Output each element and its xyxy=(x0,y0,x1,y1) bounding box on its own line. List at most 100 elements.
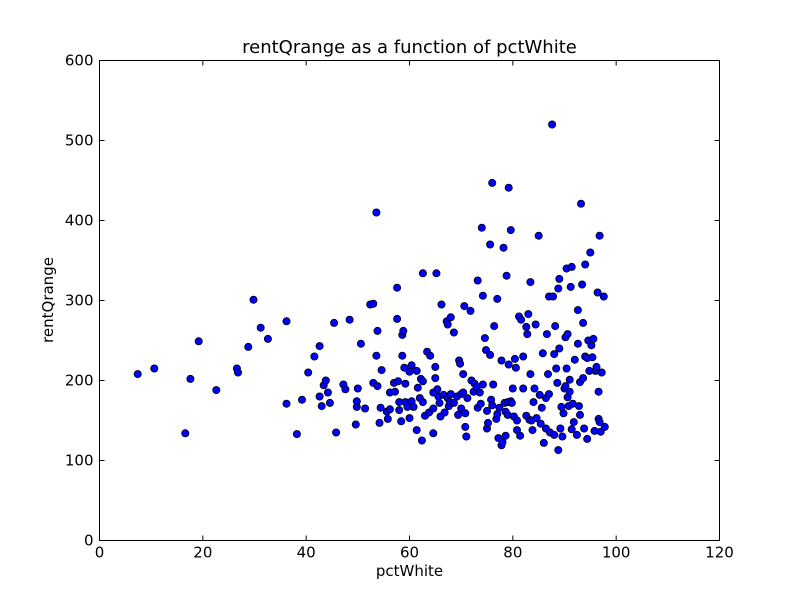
data-point xyxy=(393,283,402,292)
data-point xyxy=(499,243,508,252)
data-point xyxy=(399,326,408,335)
data-point xyxy=(459,370,468,379)
data-point xyxy=(372,208,381,217)
data-point xyxy=(483,418,492,427)
data-point xyxy=(431,374,440,383)
data-point xyxy=(282,317,291,326)
data-point xyxy=(332,428,341,437)
data-point xyxy=(524,310,533,319)
data-point xyxy=(373,326,382,335)
y-tick-label: 200 xyxy=(65,372,94,390)
data-point xyxy=(511,363,520,372)
data-point xyxy=(393,314,402,323)
data-point xyxy=(578,280,587,289)
data-point xyxy=(544,370,553,379)
data-point xyxy=(528,426,537,435)
data-point xyxy=(405,414,414,423)
data-point xyxy=(443,320,452,329)
data-point xyxy=(551,322,560,331)
data-point xyxy=(575,402,584,411)
data-point xyxy=(480,334,489,343)
data-point xyxy=(460,302,469,311)
data-point xyxy=(488,401,497,410)
x-tick-label: 60 xyxy=(400,544,419,562)
data-point xyxy=(580,424,589,433)
plot-frame xyxy=(99,60,720,541)
data-point xyxy=(369,299,378,308)
data-point xyxy=(593,288,602,297)
data-point xyxy=(477,223,486,232)
data-point xyxy=(516,431,525,440)
data-point xyxy=(555,274,564,283)
data-point xyxy=(432,269,441,278)
x-tick-label: 40 xyxy=(297,544,316,562)
data-point xyxy=(589,334,598,343)
x-tick-label: 80 xyxy=(503,544,522,562)
data-point xyxy=(321,376,330,385)
data-point xyxy=(395,406,404,415)
data-point xyxy=(573,306,582,315)
data-point xyxy=(526,278,535,287)
data-point xyxy=(377,366,386,375)
data-point xyxy=(567,425,576,434)
data-point xyxy=(351,420,360,429)
data-point xyxy=(493,294,502,303)
data-point xyxy=(383,414,392,423)
data-point xyxy=(570,355,579,364)
x-axis-label: pctWhite xyxy=(376,562,443,580)
data-point xyxy=(194,337,203,346)
data-point xyxy=(352,397,361,406)
data-point xyxy=(497,356,506,365)
data-point xyxy=(463,394,472,403)
data-point xyxy=(550,430,559,439)
data-point xyxy=(579,318,588,327)
x-tick-label: 20 xyxy=(193,544,212,562)
data-point xyxy=(462,432,471,441)
data-point xyxy=(486,240,495,249)
data-point xyxy=(542,330,551,339)
data-point xyxy=(412,426,421,435)
data-point xyxy=(576,410,585,419)
data-point xyxy=(375,418,384,427)
data-point xyxy=(437,300,446,309)
data-point xyxy=(330,318,339,327)
data-point xyxy=(577,199,586,208)
data-point xyxy=(478,291,487,300)
data-point xyxy=(249,295,258,304)
axis-ticks xyxy=(99,60,720,541)
data-point xyxy=(565,375,574,384)
data-point xyxy=(519,352,528,361)
data-point xyxy=(531,320,540,329)
data-point xyxy=(530,384,539,393)
data-point xyxy=(431,362,440,371)
data-point xyxy=(536,419,545,428)
data-point xyxy=(600,422,609,431)
data-point xyxy=(532,414,541,423)
data-point xyxy=(461,422,470,431)
data-point xyxy=(561,382,570,391)
data-point xyxy=(440,408,449,417)
data-point xyxy=(599,292,608,301)
data-point xyxy=(398,351,407,360)
data-points xyxy=(133,120,609,455)
data-point xyxy=(581,260,590,269)
data-point xyxy=(565,387,574,396)
data-point xyxy=(552,364,561,373)
data-point xyxy=(212,386,221,395)
data-point xyxy=(372,351,381,360)
data-point xyxy=(304,368,313,377)
chart-title: rentQrange as a function of pctWhite xyxy=(242,37,577,58)
data-point xyxy=(412,366,421,375)
data-point xyxy=(502,271,511,280)
data-point xyxy=(426,351,435,360)
data-point xyxy=(513,416,522,425)
y-tick-label: 400 xyxy=(65,212,94,230)
data-point xyxy=(526,370,535,379)
data-point xyxy=(572,430,581,439)
data-point xyxy=(429,429,438,438)
data-point xyxy=(594,387,603,396)
data-point xyxy=(558,432,567,441)
data-point xyxy=(486,350,495,359)
data-point xyxy=(554,446,563,455)
data-point xyxy=(256,323,265,332)
